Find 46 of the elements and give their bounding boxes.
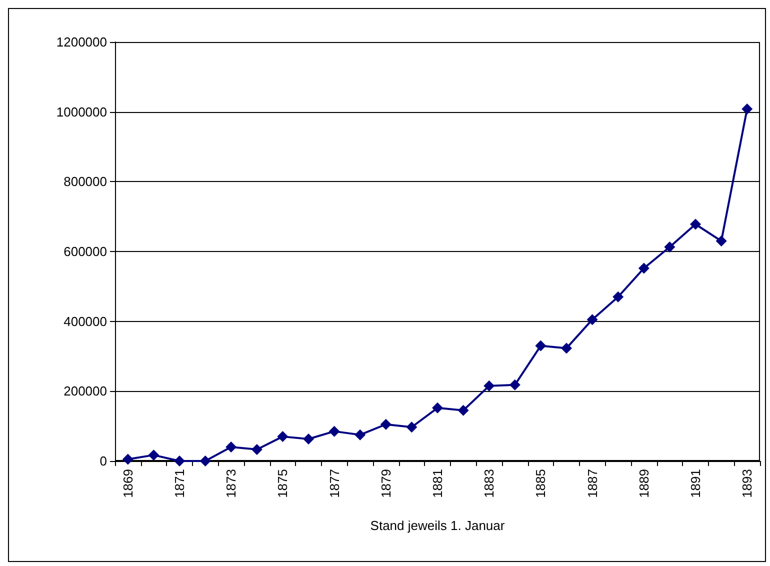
x-tick-label: 1875 [275, 469, 290, 498]
point [148, 450, 160, 461]
x-tick-label: 1893 [740, 469, 755, 498]
point [690, 218, 701, 230]
point [612, 291, 624, 302]
point [200, 456, 211, 466]
y-tick-label: 0 [100, 454, 107, 468]
point [742, 104, 753, 115]
point [561, 342, 572, 354]
point [432, 402, 443, 414]
x-tick-label: 1877 [326, 469, 342, 498]
point [122, 454, 134, 465]
point [458, 404, 469, 416]
x-axis-title: Stand jeweils 1. Januar [370, 518, 506, 533]
point [638, 262, 650, 274]
y-tick-label: 1000000 [56, 104, 107, 120]
point [226, 442, 237, 453]
x-tick-label: 1871 [172, 469, 187, 498]
point [380, 418, 392, 430]
point [354, 429, 366, 440]
x-tick-label: 1889 [636, 469, 652, 498]
point [303, 434, 314, 445]
point [509, 379, 520, 390]
x-tick-label: 1869 [120, 469, 136, 498]
point [174, 456, 185, 466]
y-tick-label: 800000 [64, 174, 107, 190]
x-tick-label: 1891 [688, 469, 703, 498]
x-tick-label: 1883 [482, 469, 497, 498]
point [586, 314, 598, 326]
x-tick-label: 1873 [224, 469, 239, 498]
point [484, 380, 495, 392]
x-tick-label: 1881 [430, 469, 445, 498]
x-tick-label: 1879 [378, 469, 394, 498]
x-tick-label: 1885 [533, 469, 548, 498]
point [328, 426, 340, 437]
point [664, 241, 676, 252]
y-tick-label: 1200000 [56, 34, 107, 50]
y-tick-label: 200000 [64, 384, 107, 399]
point [251, 444, 262, 455]
y-tick-label: 600000 [64, 244, 107, 259]
point [535, 340, 546, 352]
y-tick-label: 400000 [64, 314, 107, 329]
point [406, 422, 418, 433]
point [277, 431, 288, 442]
x-tick-label: 1887 [584, 469, 600, 498]
point [716, 236, 727, 247]
